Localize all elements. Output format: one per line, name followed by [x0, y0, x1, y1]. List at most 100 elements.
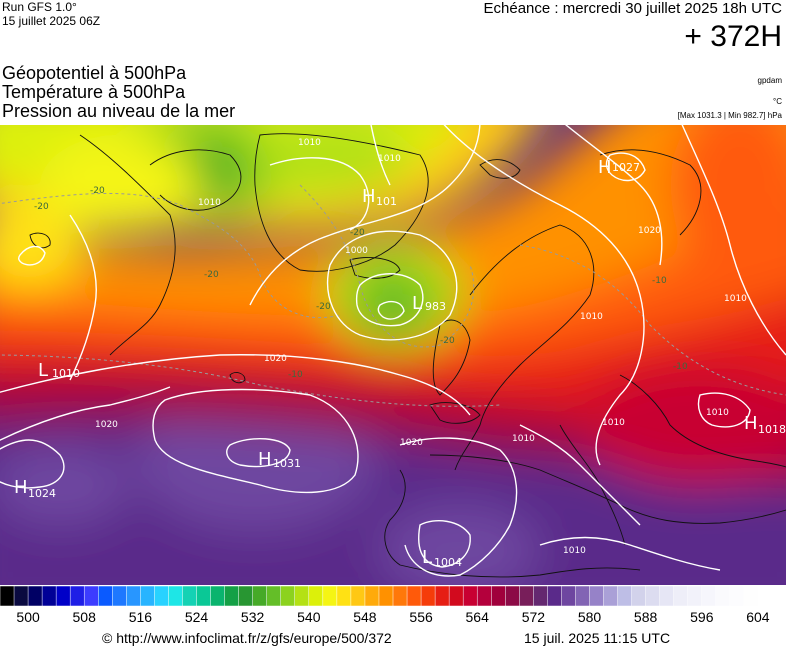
isobar-label: 1010 [512, 434, 535, 444]
colorbar-swatch [575, 586, 591, 606]
isobar-label: 1020 [95, 420, 118, 430]
colorbar-swatch [519, 586, 535, 606]
isobar-label: 1020 [264, 354, 287, 364]
colorbar-swatch [83, 586, 99, 606]
colorbar-swatch [238, 586, 254, 606]
colorbar-swatch [196, 586, 212, 606]
temperature-label: -20 [90, 186, 105, 196]
center-value: 983 [425, 300, 446, 313]
colorbar-swatch [757, 586, 773, 606]
temperature-label: -10 [288, 370, 303, 380]
colorbar-swatch [364, 586, 380, 606]
colorbar-swatch [280, 586, 296, 606]
center-value: 101 [376, 195, 397, 208]
center-value: 1031 [273, 457, 301, 470]
center-value: 1027 [612, 161, 640, 174]
isobar-label: 1010 [378, 154, 401, 164]
isobar-label: 1010 [298, 138, 321, 148]
colorbar-swatch [715, 586, 731, 606]
center-letter: L [422, 547, 432, 568]
colorbar-swatch [392, 586, 408, 606]
colorbar-swatch [673, 586, 689, 606]
colorbar-swatch [491, 586, 507, 606]
center-letter: L [38, 360, 48, 381]
pressure-centers: H 1027 H 101 L 983 L 1010 H 1031 [14, 157, 786, 569]
colorbar-swatch [476, 586, 492, 606]
colorbar-swatch [378, 586, 394, 606]
footer-generated-time: 15 juil. 2025 11:15 UTC [524, 630, 671, 646]
param-pressure: Pression au niveau de la mer [2, 101, 236, 121]
temperature-label: -10 [652, 276, 667, 286]
pressure-center-high: H 1031 [258, 449, 301, 470]
colorbar-swatch [168, 586, 184, 606]
center-letter: H [362, 186, 376, 207]
run-label: Run GFS 1.0° [2, 0, 77, 14]
colorbar-swatch [350, 586, 366, 606]
colorbar-swatch [729, 586, 745, 606]
colorbar-tick-label: 500 [16, 609, 40, 625]
colorbar-swatch [771, 586, 786, 606]
colorbar-swatch [434, 586, 450, 606]
center-value: 1010 [52, 367, 80, 380]
param-temperature: Température à 500hPa [2, 82, 186, 102]
colorbar-swatch [561, 586, 577, 606]
pressure-center-high: H 1018 [744, 413, 786, 436]
colorbar-swatch [547, 586, 563, 606]
colorbar-swatch [617, 586, 633, 606]
colorbar-swatch [448, 586, 464, 606]
pressure-center-high: H 101 [362, 186, 397, 208]
temperature-label: -10 [673, 362, 688, 372]
center-letter: H [14, 477, 28, 498]
colorbar-tick-label: 524 [184, 609, 209, 625]
pressure-center-high: H 1024 [14, 477, 56, 500]
center-letter: H [744, 413, 758, 434]
colorbar-swatch [687, 586, 703, 606]
colorbar-tick-label: 556 [409, 609, 433, 625]
colorbar-tick-label: 572 [521, 609, 546, 625]
colorbar-tick-label: 580 [577, 609, 602, 625]
center-letter: H [598, 157, 612, 178]
isobar-label: 1010 [198, 198, 221, 208]
colorbar-swatch [27, 586, 43, 606]
center-value: 1004 [434, 556, 462, 569]
colorbar-swatch [98, 586, 114, 606]
center-value: 1024 [28, 487, 56, 500]
colorbar-swatch [743, 586, 759, 606]
isobar-label: 1010 [580, 312, 603, 322]
colorbar-tick-label: 548 [353, 609, 377, 625]
colorbar-tick-label: 540 [297, 609, 321, 625]
colorbar-swatch [210, 586, 226, 606]
unit-geopotential: gpdam [757, 76, 782, 85]
pressure-center-low: L 1004 [422, 547, 462, 569]
temperature-label: -20 [34, 202, 49, 212]
colorbar-swatch [252, 586, 268, 606]
isobar-labels: 1010 1010 1010 1000 1020 1020 1020 1020 … [95, 138, 747, 556]
colorbar-swatch [140, 586, 156, 606]
colorbar-tick-label: 588 [633, 609, 658, 625]
isobar-label: 1020 [638, 226, 661, 236]
center-value: 1018 [758, 423, 786, 436]
isobar-label: 1020 [400, 438, 423, 448]
colorbar-swatch [13, 586, 29, 606]
pressure-range: [Max 1031.3 | Min 982.7] hPa [677, 111, 782, 120]
temperature-label: -20 [440, 336, 455, 346]
pressure-center-low: L 983 [412, 293, 446, 314]
colorbar-swatch [659, 586, 675, 606]
lead-time: + 372H [684, 20, 782, 53]
colorbar-swatch [294, 586, 310, 606]
unit-temperature: °C [773, 97, 782, 106]
colorbar-swatch [266, 586, 282, 606]
colorbar-swatch [603, 586, 619, 606]
isobar-label: 1010 [563, 546, 586, 556]
colorbar-tick-label: 532 [240, 609, 265, 625]
param-geopotential: Géopotentiel à 500hPa [2, 63, 187, 83]
temperature-label: -20 [316, 302, 331, 312]
colorbar-swatch [589, 586, 605, 606]
colorbar-swatch [322, 586, 338, 606]
colorbar-swatch [69, 586, 85, 606]
colorbar-swatch [182, 586, 198, 606]
isobar-label: 1010 [602, 418, 625, 428]
colorbar-tick-label: 516 [128, 609, 153, 625]
isobar-label: 1000 [345, 246, 368, 256]
